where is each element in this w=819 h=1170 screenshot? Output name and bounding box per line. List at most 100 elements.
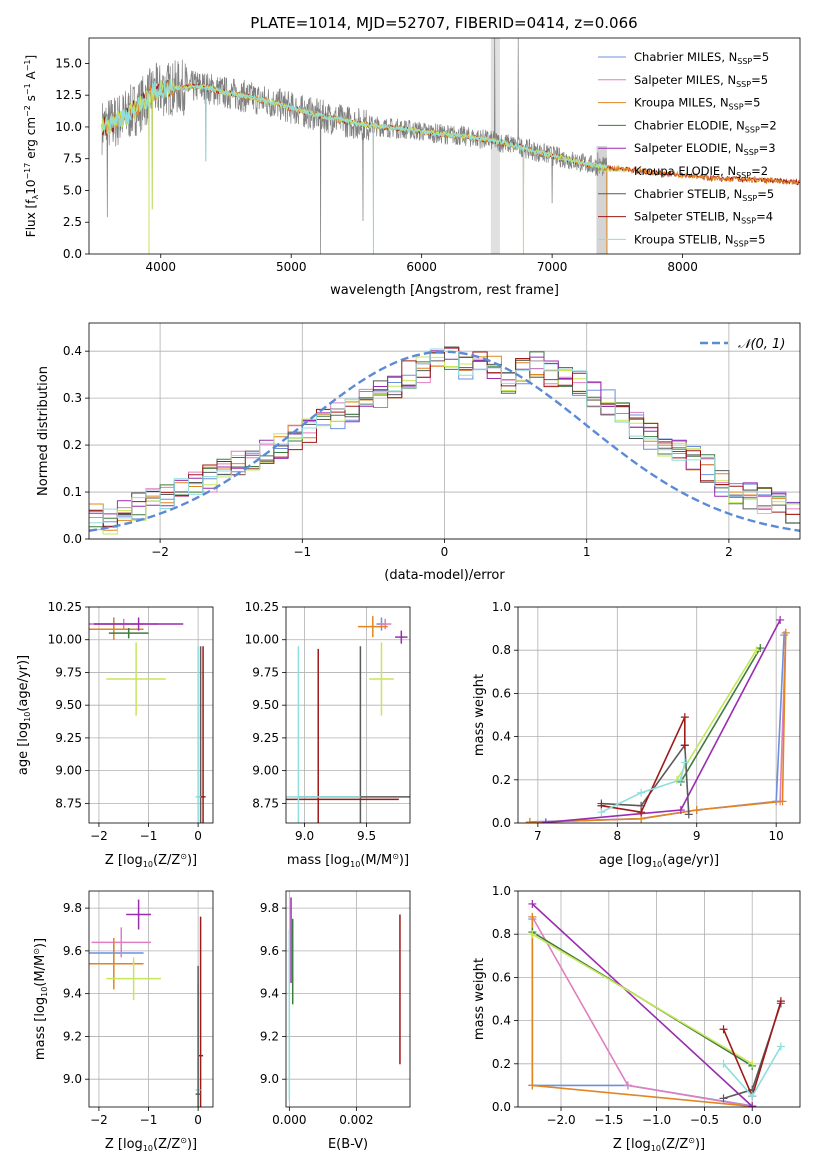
data-point-marker xyxy=(680,741,689,750)
plot-area xyxy=(101,38,800,254)
axes-frame xyxy=(285,606,411,824)
y-tick-label: 0.8 xyxy=(492,643,511,657)
x-tick-label: −2 xyxy=(151,545,169,559)
x-tick-label: 8000 xyxy=(667,260,698,274)
y-tick-label: 0.4 xyxy=(492,1014,511,1028)
y-tick-label: 10.25 xyxy=(245,600,279,614)
legend-entry-part: =4 xyxy=(756,210,773,224)
x-tick-label: 7000 xyxy=(537,260,568,274)
legend-entry-part: Kroupa MILES, N xyxy=(634,96,729,110)
legend-entry-part: SSP xyxy=(742,194,757,203)
data-spectrum xyxy=(101,38,608,254)
x-axis-label-part: Z [log xyxy=(105,1137,143,1152)
spectrum-title: PLATE=1014, MJD=52707, FIBERID=0414, z=0… xyxy=(250,14,637,32)
x-axis-label-part: Z [log xyxy=(613,1137,651,1152)
series-line-chabrier_miles xyxy=(531,919,753,1107)
x-axis-label-part: Z [log xyxy=(105,853,143,868)
y-tick-label: 9.0 xyxy=(260,1072,279,1086)
x-axis-label-part: )] xyxy=(187,853,197,868)
y-tick-label: 9.6 xyxy=(63,944,82,958)
x-tick-label: 4000 xyxy=(145,260,176,274)
x-axis-label-part: (age/yr)] xyxy=(662,853,719,868)
legend-entry: 𝒩(0, 1) xyxy=(738,337,785,352)
y-tick-label: 0.4 xyxy=(63,344,82,358)
data-point-marker xyxy=(719,1094,728,1103)
x-axis-label-part: ⊙ xyxy=(688,1136,695,1145)
data-point-marker xyxy=(748,1092,757,1101)
y-axis-label-part: 10 xyxy=(40,987,49,997)
legend-entry-part: SSP xyxy=(745,125,760,134)
legend-entry: Kroupa ELODIE, NSSP=2 xyxy=(634,164,768,180)
plot-area xyxy=(89,346,800,535)
y-axis-label: age [log10(age/yr)] xyxy=(16,655,32,775)
x-axis-label-part: ⊙ xyxy=(180,852,187,861)
y-tick-label: 10.00 xyxy=(245,633,279,647)
legend-entry-part: SSP xyxy=(741,217,756,226)
data-point-marker xyxy=(676,806,685,815)
y-tick-label: 9.0 xyxy=(63,1072,82,1086)
x-axis-label-part: ⊙ xyxy=(392,852,399,861)
y-axis-label-part: −17 xyxy=(23,163,32,180)
y-tick-label: 2.5 xyxy=(63,215,82,229)
legend-entry-part: =5 xyxy=(752,50,769,64)
y-tick-label: 9.4 xyxy=(260,987,279,1001)
y-tick-label: 0.1 xyxy=(63,485,82,499)
x-tick-label: −2 xyxy=(90,1113,108,1127)
x-axis-label: age [log10(age/yr)] xyxy=(599,853,719,869)
legend-entry-part: Chabrier STELIB, N xyxy=(634,187,742,201)
legend-entry-part: SSP xyxy=(737,57,752,66)
y-tick-label: 0.8 xyxy=(492,927,511,941)
y-tick-label: 1.0 xyxy=(492,600,511,614)
series-line-kroupa_miles xyxy=(529,632,787,823)
y-tick-label: 0.0 xyxy=(63,532,82,546)
y-axis-label-part: λ xyxy=(31,195,40,200)
y-tick-label: 0.0 xyxy=(492,1100,511,1114)
data-point-marker xyxy=(680,758,689,767)
y-tick-label: 0.6 xyxy=(492,970,511,984)
y-axis-label-part: Flux [f xyxy=(24,199,38,237)
histogram-chabrier_stelib xyxy=(89,346,800,527)
legend-entry-part: SSP xyxy=(744,148,759,157)
y-tick-label: 9.4 xyxy=(63,987,82,1001)
x-axis-label: mass [log10(M/M⊙)] xyxy=(287,852,409,869)
masked-band xyxy=(596,146,607,254)
y-tick-label: 9.25 xyxy=(55,731,82,745)
plot-area xyxy=(528,899,785,1107)
y-tick-label: 0.2 xyxy=(63,438,82,452)
panel-mass-vs-Z: −2 −1 09.09.29.49.69.8Z [log10(Z/Z⊙)]mass … xyxy=(32,890,214,1153)
data-point-marker xyxy=(597,808,606,817)
legend-entry-part: Kroupa STELIB, N xyxy=(634,232,734,246)
data-point-marker xyxy=(781,628,790,637)
data-point-marker xyxy=(692,806,701,815)
y-axis-label-part: ] xyxy=(24,55,38,60)
y-tick-label: 7.5 xyxy=(63,152,82,166)
x-tick-label: 0 xyxy=(441,545,449,559)
data-point-marker xyxy=(637,788,646,797)
y-axis-label: mass [log10(M/M⊙)] xyxy=(32,938,49,1060)
data-point-marker xyxy=(623,1081,632,1090)
data-point-marker xyxy=(748,1059,757,1068)
data-point-marker xyxy=(776,615,785,624)
normal-curve xyxy=(89,350,800,532)
x-tick-label: 0.0 xyxy=(743,1113,762,1127)
x-tick-label: 0 xyxy=(194,829,202,843)
data-point-marker xyxy=(680,713,689,722)
y-axis-label-part: −1 xyxy=(23,83,32,95)
data-point-marker xyxy=(541,818,550,823)
x-tick-label: −1 xyxy=(293,545,311,559)
legend-entry: Salpeter STELIB, NSSP=4 xyxy=(634,210,773,226)
x-tick-label: 0 xyxy=(194,1113,202,1127)
y-tick-label: 0.2 xyxy=(492,1057,511,1071)
data-point-marker xyxy=(525,818,534,823)
x-axis-label-part: 10 xyxy=(651,1144,661,1153)
legend-entry-part: SSP xyxy=(734,239,749,248)
y-tick-label: 9.50 xyxy=(55,698,82,712)
x-tick-label: 10 xyxy=(769,829,784,843)
axes-frame xyxy=(517,890,801,1108)
panel-age-vs-Z: −2 −1 0 8.75 9.00 9.25 9.50 9.75 10.00 10.25 Z [lo… xyxy=(16,600,214,869)
data-point-marker xyxy=(776,1042,785,1051)
legend-entry: Salpeter MILES, NSSP=5 xyxy=(634,73,768,89)
data-point-marker xyxy=(637,808,646,817)
x-axis-label: wavelength [Angstrom, rest frame] xyxy=(330,283,559,298)
x-axis-label-part: )] xyxy=(399,853,409,868)
